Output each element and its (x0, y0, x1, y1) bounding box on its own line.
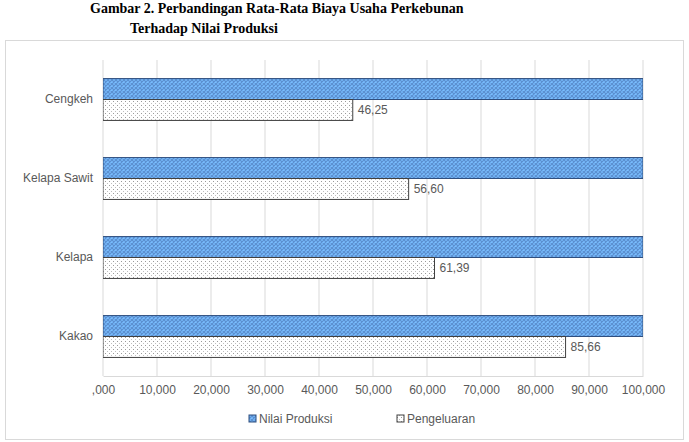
tick: Kelapa Sawit (23, 171, 103, 185)
bar (103, 158, 643, 179)
tick-label: 10,000 (139, 383, 176, 397)
tick: 10,000 (139, 376, 176, 397)
tick: 50,000 (355, 376, 392, 397)
category-label: Kelapa Sawit (23, 171, 94, 185)
tick-label: 30,000 (247, 383, 284, 397)
tick: ,000 (92, 376, 116, 397)
tick: Kakao (59, 329, 103, 343)
chart: Gambar 2. Perbandingan Rata-Rata Biaya U… (0, 0, 689, 442)
legend-label: Pengeluaran (407, 412, 475, 426)
category-label: Cengkeh (45, 92, 93, 106)
data-label: 46,25 (358, 103, 388, 117)
tick: 70,000 (463, 376, 500, 397)
tick-label: 20,000 (193, 383, 230, 397)
tick-label: 90,000 (571, 383, 608, 397)
tick: 90,000 (571, 376, 608, 397)
tick: 20,000 (193, 376, 230, 397)
axis-line (104, 376, 644, 377)
bar (103, 258, 435, 279)
legend-swatch (249, 415, 256, 422)
x-axis: ,000 10,000 20,000 30,000 40,000 50,000 60,000… (92, 376, 666, 397)
tick-label: 40,000 (301, 383, 338, 397)
tick: 30,000 (247, 376, 284, 397)
legend: Nilai Produksi Pengeluaran (249, 412, 475, 426)
tick: 80,000 (517, 376, 554, 397)
data-label: 61,39 (440, 261, 470, 275)
tick-label: 70,000 (463, 383, 500, 397)
title: Terhadap Nilai Produksi (130, 21, 278, 36)
tick-label: 80,000 (517, 383, 554, 397)
category-label: Kelapa (56, 250, 94, 264)
data-label: 85,66 (571, 340, 601, 354)
tick: Cengkeh (45, 92, 103, 106)
category-label: Kakao (59, 329, 93, 343)
bars (103, 79, 643, 358)
legend-label: Nilai Produksi (259, 412, 332, 426)
bar (103, 100, 353, 121)
y-axis: Cengkeh Kelapa Sawit Kelapa Kakao (23, 61, 104, 377)
bar (103, 79, 643, 100)
tick: Kelapa (56, 250, 103, 264)
data-labels: 46,25 56,60 61,39 85,66 (358, 103, 601, 354)
tick-label: 60,000 (409, 383, 446, 397)
title: Gambar 2. Perbandingan Rata-Rata Biaya U… (90, 1, 464, 16)
tick-label: ,000 (92, 383, 116, 397)
bar (103, 337, 566, 358)
data-label: 56,60 (414, 182, 444, 196)
bar (103, 179, 409, 200)
tick: 40,000 (301, 376, 338, 397)
bar (103, 316, 643, 337)
tick-label: 50,000 (355, 383, 392, 397)
tick: 60,000 (409, 376, 446, 397)
chart-frame (6, 41, 684, 440)
grid (103, 60, 643, 376)
tick-label: 100,000 (622, 383, 666, 397)
bar (103, 237, 643, 258)
legend-swatch (397, 415, 404, 422)
tick: 100,000 (622, 376, 666, 397)
